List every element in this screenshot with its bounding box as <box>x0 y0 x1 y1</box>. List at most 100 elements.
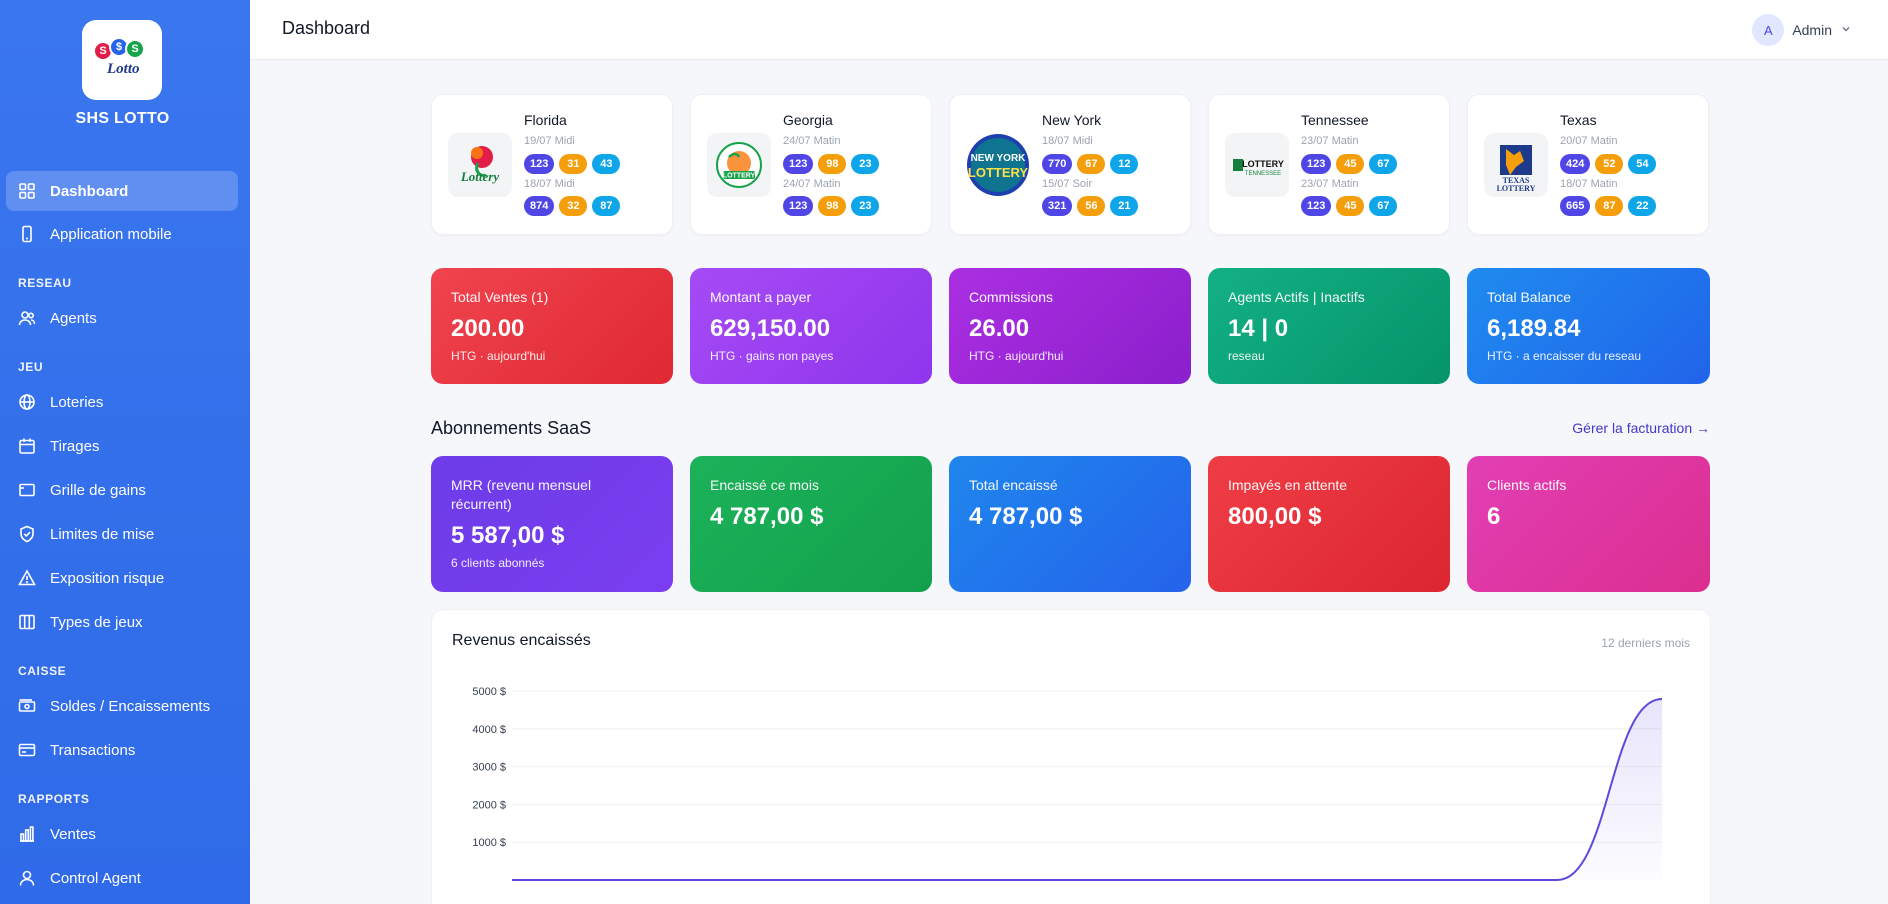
y-tick-label: 5000 $ <box>472 686 506 698</box>
chevron-down-icon <box>1840 22 1852 38</box>
sidebar-item-grille-de-gains[interactable]: Grille de gains <box>6 470 238 510</box>
stat-sub: reseau <box>1228 349 1265 363</box>
florida-lottery-logo: Lottery <box>448 133 512 197</box>
sidebar-item-label: Soldes / Encaissements <box>50 697 211 715</box>
number-ball: 31 <box>559 154 588 174</box>
sidebar-item-types-de-jeux[interactable]: Types de jeux <box>6 602 238 642</box>
draw-date: 23/07 Matin <box>1301 178 1359 190</box>
users-icon <box>18 309 36 327</box>
saas-card-clients-actifs[interactable]: Clients actifs 6 <box>1467 456 1710 592</box>
section-label-rapports: RAPPORTS <box>18 792 90 806</box>
number-ball: 23 <box>851 196 880 216</box>
svg-text:NEW YORK: NEW YORK <box>971 153 1027 164</box>
sidebar-item-transactions[interactable]: Transactions <box>6 730 238 770</box>
stat-label: MRR (revenu mensuel récurrent) <box>451 477 592 512</box>
sidebar-item-control-agent[interactable]: Control Agent <box>6 858 238 898</box>
stat-label: Montant a payer <box>710 289 812 305</box>
sidebar-item-dashboard[interactable]: Dashboard <box>6 171 238 211</box>
number-ball: 123 <box>783 154 814 174</box>
sidebar: S $ S Lotto SHS LOTTO Dashboard Applicat… <box>0 0 250 904</box>
stat-value: 6 <box>1487 503 1501 530</box>
stat-value: 200.00 <box>451 315 525 342</box>
stat-value: 4 787,00 $ <box>710 503 824 530</box>
grid-icon <box>18 182 36 200</box>
stat-label: Encaissé ce mois <box>710 477 819 493</box>
lottery-name: Texas <box>1560 112 1597 128</box>
stat-label: Agents Actifs | Inactifs <box>1228 289 1365 305</box>
number-ball: 424 <box>1560 154 1591 174</box>
stat-card-commissions[interactable]: Commissions 26.00 HTG · aujourd'hui <box>949 268 1191 384</box>
number-ball: 52 <box>1595 154 1624 174</box>
stat-card-total-ventes[interactable]: Total Ventes (1) 200.00 HTG · aujourd'hu… <box>431 268 673 384</box>
draw-date: 18/07 Midi <box>524 178 575 190</box>
stat-sub: HTG · gains non payes <box>710 349 834 363</box>
sidebar-item-label: Loteries <box>50 393 104 411</box>
draw-date: 20/07 Matin <box>1560 135 1618 147</box>
draw-numbers: 123 31 43 <box>524 154 621 174</box>
sidebar-item-limites-de-mise[interactable]: Limites de mise <box>6 514 238 554</box>
lottery-card-georgia[interactable]: LOTTERY Georgia 24/07 Matin 123 98 23 24… <box>690 94 932 235</box>
sidebar-item-label: Control Agent <box>50 869 141 887</box>
number-ball: 12 <box>1110 154 1139 174</box>
sidebar-item-tirages[interactable]: Tirages <box>6 426 238 466</box>
svg-text:TEXAS: TEXAS <box>1503 176 1530 185</box>
sidebar-item-mobile-app[interactable]: Application mobile <box>6 214 238 254</box>
stat-card-agents-actifs[interactable]: Agents Actifs | Inactifs 14 | 0 reseau <box>1208 268 1450 384</box>
draw-date: 18/07 Matin <box>1560 178 1618 190</box>
globe-icon <box>18 393 36 411</box>
table-icon <box>18 481 36 499</box>
saas-card-impayes[interactable]: Impayés en attente 800,00 $ <box>1208 456 1450 592</box>
cash-icon <box>18 697 36 715</box>
manage-billing-link[interactable]: Gérer la facturation → <box>1572 420 1710 436</box>
number-ball: 98 <box>818 154 847 174</box>
stat-value: 6,189.84 <box>1487 315 1581 342</box>
sidebar-item-ventes[interactable]: Ventes <box>6 814 238 854</box>
saas-card-mrr[interactable]: MRR (revenu mensuel récurrent) 5 587,00 … <box>431 456 673 592</box>
user-menu[interactable]: A Admin <box>1752 14 1852 46</box>
page-title: Dashboard <box>282 18 371 38</box>
mobile-icon <box>18 225 36 243</box>
sidebar-item-soldes-encaissements[interactable]: Soldes / Encaissements <box>6 686 238 726</box>
saas-card-total-encaisse[interactable]: Total encaissé 4 787,00 $ <box>949 456 1191 592</box>
stat-value: 26.00 <box>969 315 1030 342</box>
number-ball: 665 <box>1560 196 1591 216</box>
lottery-card-texas[interactable]: TEXAS LOTTERY Texas 20/07 Matin 424 52 54… <box>1467 94 1709 235</box>
saas-card-encaisse-ce-mois[interactable]: Encaissé ce mois 4 787,00 $ <box>690 456 932 592</box>
svg-text:LOTTERY: LOTTERY <box>1242 159 1284 169</box>
sidebar-item-label: Agents <box>50 309 97 327</box>
draw-date: 18/07 Midi <box>1042 135 1093 147</box>
section-label-jeu: JEU <box>18 360 44 374</box>
number-ball: 123 <box>783 196 814 216</box>
stat-value: 5 587,00 $ <box>451 522 565 549</box>
stat-card-montant-a-payer[interactable]: Montant a payer 629,150.00 HTG · gains n… <box>690 268 932 384</box>
sidebar-item-exposition-risque[interactable]: Exposition risque <box>6 558 238 598</box>
svg-text:Lottery: Lottery <box>460 169 499 184</box>
chart-range: 12 derniers mois <box>1601 636 1690 650</box>
stat-value: 4 787,00 $ <box>969 503 1083 530</box>
stat-label: Total Balance <box>1487 289 1572 305</box>
draw-numbers: 123 98 23 <box>783 196 880 216</box>
lottery-card-florida[interactable]: Lottery Florida 19/07 Midi 123 31 43 18/… <box>431 94 673 235</box>
bar-chart-icon <box>18 825 36 843</box>
section-title-saas: Abonnements SaaS <box>431 418 592 438</box>
sidebar-item-label: Types de jeux <box>50 613 143 631</box>
lottery-card-new-york[interactable]: NEW YORK LOTTERY New York 18/07 Midi 770 … <box>949 94 1191 235</box>
number-ball: 21 <box>1110 196 1139 216</box>
revenue-area <box>512 699 1662 880</box>
stat-label: Commissions <box>969 289 1054 305</box>
sidebar-item-agents[interactable]: Agents <box>6 298 238 338</box>
stat-card-total-balance[interactable]: Total Balance 6,189.84 HTG · a encaisser… <box>1467 268 1710 384</box>
number-ball: 54 <box>1628 154 1657 174</box>
section-label-reseau: RESEAU <box>18 276 72 290</box>
revenue-line <box>512 698 1663 881</box>
number-ball: 874 <box>524 196 555 216</box>
number-ball: 67 <box>1369 196 1398 216</box>
sidebar-item-loteries[interactable]: Loteries <box>6 382 238 422</box>
stat-value: 800,00 $ <box>1228 503 1322 530</box>
lottery-card-tennessee[interactable]: LOTTERY TENNESSEE Tennessee 23/07 Matin 1… <box>1208 94 1450 235</box>
number-ball: 45 <box>1336 154 1365 174</box>
draw-numbers: 665 87 22 <box>1560 196 1657 216</box>
svg-text:LOTTERY: LOTTERY <box>968 165 1029 180</box>
tennessee-lottery-logo: LOTTERY TENNESSEE <box>1225 133 1289 197</box>
app-logo[interactable]: S $ S Lotto <box>82 20 162 100</box>
